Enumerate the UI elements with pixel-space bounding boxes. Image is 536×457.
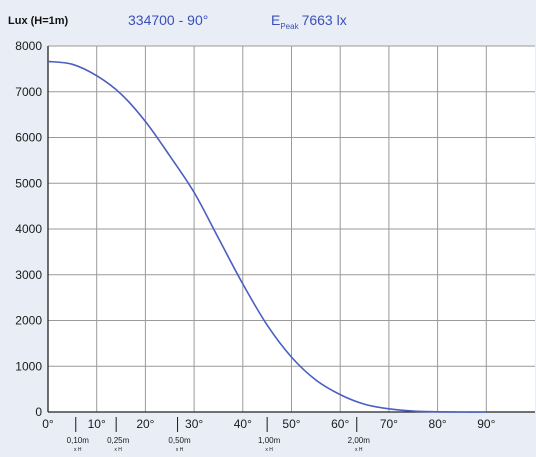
x-tick-label: 10° (88, 417, 106, 431)
y-tick-label: 8000 (15, 39, 42, 53)
y-axis-label: Lux (H=1m) (8, 15, 69, 27)
x-tick-label: 90° (477, 417, 495, 431)
x-tick-label: 60° (331, 417, 349, 431)
y-tick-label: 4000 (15, 222, 42, 236)
chart-title: 334700 - 90° (128, 12, 208, 28)
x-tick-label: 30° (185, 417, 203, 431)
y-tick-label: 3000 (15, 268, 42, 282)
x-tick-label: 50° (282, 417, 300, 431)
x-tick-label: 40° (234, 417, 252, 431)
y-tick-label: 2000 (15, 314, 42, 328)
x-tick-label: 70° (380, 417, 398, 431)
y-tick-label: 7000 (15, 85, 42, 99)
distance-marker-sub: x H (265, 447, 273, 453)
y-tick-label: 1000 (15, 359, 42, 373)
x-axis: 0° 10° 20° 30° 40° 50° 60° 70° 80° 90° (42, 417, 495, 431)
y-axis: 0 1000 2000 3000 4000 5000 6000 7000 8000 (15, 39, 42, 419)
distance-marker-sub: x H (114, 447, 122, 453)
peak-subscript: Peak (280, 22, 299, 31)
y-tick-label: 6000 (15, 131, 42, 145)
series-lines (47, 60, 487, 413)
distance-marker-sub: x H (74, 447, 82, 453)
x-tick-label: 0° (42, 417, 54, 431)
peak-value-label: EPeak 7663 lx (271, 12, 347, 31)
distance-markers: 0,10m x H 0,25m x H 0,50m x H 1,00m x H 2,00m x H (67, 417, 371, 453)
distance-marker-sub: x H (176, 447, 184, 453)
distance-marker-label: 2,00m (348, 436, 371, 445)
distance-marker-sub: x H (355, 447, 363, 453)
x-tick-label: 80° (429, 417, 447, 431)
distance-marker-label: 0,25m (107, 436, 130, 445)
grid (47, 45, 535, 413)
distance-marker-label: 0,10m (67, 436, 90, 445)
distance-marker-label: 1,00m (258, 436, 281, 445)
y-tick-label: 5000 (15, 176, 42, 190)
y-tick-label: 0 (35, 405, 42, 419)
peak-value: 7663 lx (302, 12, 347, 28)
peak-symbol: E (271, 12, 280, 28)
x-tick-label: 20° (136, 417, 154, 431)
distance-marker-label: 0,50m (168, 436, 191, 445)
illuminance-curve (47, 60, 487, 413)
